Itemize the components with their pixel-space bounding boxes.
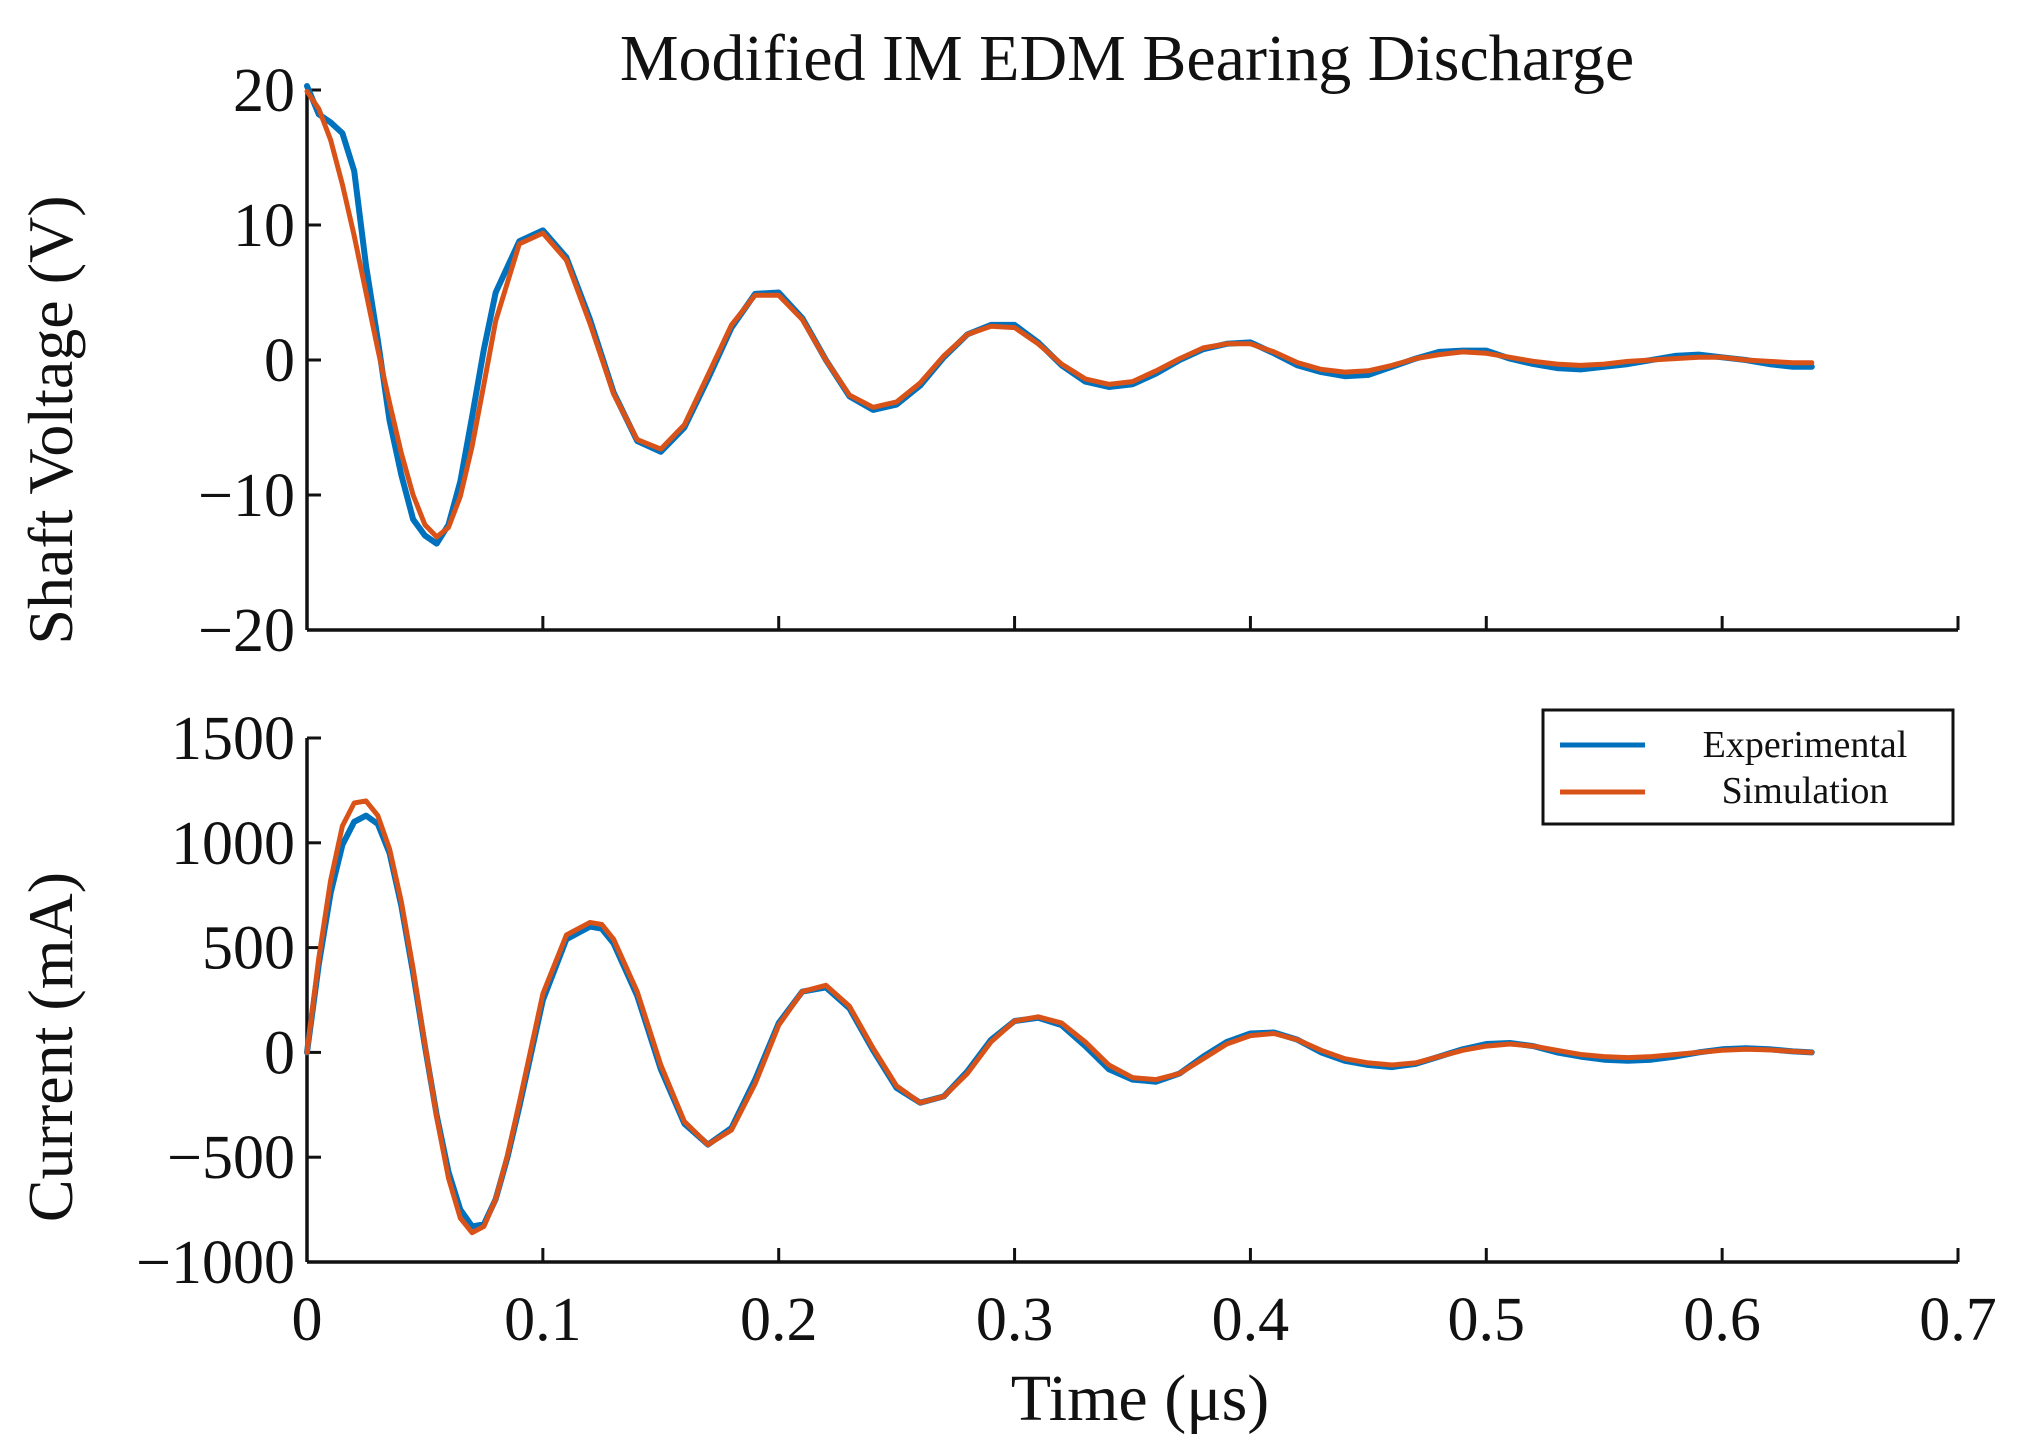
series-line-simulation xyxy=(304,798,1815,1236)
y-tick-label: 0 xyxy=(264,1019,295,1087)
x-tick-label: 0.2 xyxy=(740,1286,818,1354)
voltage-panel: −20 −10 0 10 20 Shaft Voltage (V) xyxy=(15,57,1960,665)
x-tick-label: 0.5 xyxy=(1448,1286,1526,1354)
legend-label-simulation: Simulation xyxy=(1722,770,1889,812)
x-tick-label: 0.7 xyxy=(1919,1286,1997,1354)
y-tick-label: 0 xyxy=(264,327,295,395)
y-tick-label: −500 xyxy=(167,1124,295,1192)
legend-box xyxy=(1541,708,1955,826)
current-y-axis-label: Current (mA) xyxy=(15,872,86,1222)
voltage-ticks: −20 −10 0 10 20 xyxy=(198,57,1960,665)
voltage-series xyxy=(304,83,1815,547)
legend-label-experimental: Experimental xyxy=(1703,724,1908,766)
x-tick-labels: 0 0.1 0.2 0.3 0.4 0.5 0.6 0.7 xyxy=(292,1286,1997,1354)
x-axis-label: Time (μs) xyxy=(1011,1362,1270,1435)
y-tick-label: −20 xyxy=(198,597,295,665)
series-line-simulation xyxy=(304,88,1815,540)
y-tick-label: 10 xyxy=(233,192,295,260)
y-tick-label: 20 xyxy=(233,57,295,125)
x-tick-label: 0.3 xyxy=(976,1286,1054,1354)
current-panel: −1000 −500 0 500 1000 1500 Current (mA) xyxy=(15,705,1960,1297)
y-tick-label: −1000 xyxy=(136,1229,295,1297)
series-line-experimental xyxy=(304,83,1815,547)
y-tick-label: 1500 xyxy=(171,705,295,773)
x-tick-label: 0 xyxy=(292,1286,323,1354)
x-tick-label: 0.1 xyxy=(504,1286,582,1354)
voltage-y-axis-label: Shaft Voltage (V) xyxy=(15,195,86,644)
voltage-axis-frame xyxy=(305,90,1958,632)
current-series xyxy=(304,798,1815,1236)
x-tick-label: 0.4 xyxy=(1212,1286,1290,1354)
y-tick-label: −10 xyxy=(198,462,295,530)
legend: Experimental Simulation xyxy=(1541,708,1955,826)
x-tick-label: 0.6 xyxy=(1683,1286,1761,1354)
y-tick-label: 500 xyxy=(202,915,295,983)
y-tick-label: 1000 xyxy=(171,810,295,878)
current-ticks: −1000 −500 0 500 1000 1500 xyxy=(136,705,1960,1297)
chart-title: Modified IM EDM Bearing Discharge xyxy=(620,22,1634,95)
current-axis-frame xyxy=(305,738,1958,1264)
